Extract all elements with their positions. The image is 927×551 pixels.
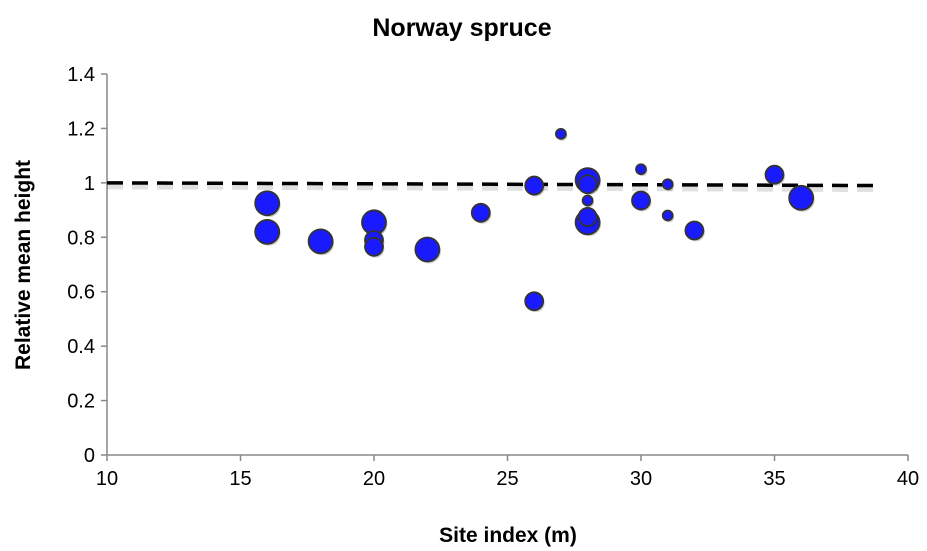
reference-line-group [106,181,882,193]
data-point [631,190,651,211]
x-axis: 10 15 20 25 30 35 40 [96,454,919,490]
data-point [788,184,815,211]
y-tick-label: 1 [84,173,95,195]
y-axis-title: Relative mean height [12,160,35,370]
x-tick-label: 40 [897,468,919,490]
data-point [661,209,674,222]
reference-line [106,181,882,188]
data-points [254,127,815,313]
reference-line-shadow [106,184,882,193]
data-point [581,194,594,207]
data-point [684,220,705,241]
x-tick-label: 35 [763,468,785,490]
data-point [524,291,545,312]
chart-title: Norway spruce [372,14,551,42]
y-tick-label: 1.2 [67,118,95,140]
x-tick-label: 20 [363,468,385,490]
data-point [635,163,647,176]
data-point [307,228,334,255]
data-point [577,174,598,195]
y-tick-label: 0.8 [67,227,95,249]
data-point [470,202,491,223]
data-point [364,236,384,257]
data-point [661,178,674,191]
data-point [555,127,567,140]
data-point [254,218,281,245]
data-point [764,164,785,185]
y-axis: 0 0.2 0.4 0.6 0.8 1 1.2 1.4 [67,64,108,467]
x-tick-label: 25 [496,468,518,490]
x-tick-label: 15 [229,468,251,490]
data-point [254,190,281,217]
y-tick-label: 0.6 [67,282,95,304]
x-axis-title: Site index (m) [439,524,577,547]
data-point [414,236,441,263]
x-tick-label: 30 [630,468,652,490]
y-tick-label: 1.4 [67,64,95,86]
y-tick-label: 0.2 [67,391,95,413]
data-point [524,175,545,196]
y-tick-label: 0 [84,445,95,467]
x-tick-label: 10 [96,468,118,490]
data-point [577,206,598,227]
y-tick-label: 0.4 [67,336,95,358]
